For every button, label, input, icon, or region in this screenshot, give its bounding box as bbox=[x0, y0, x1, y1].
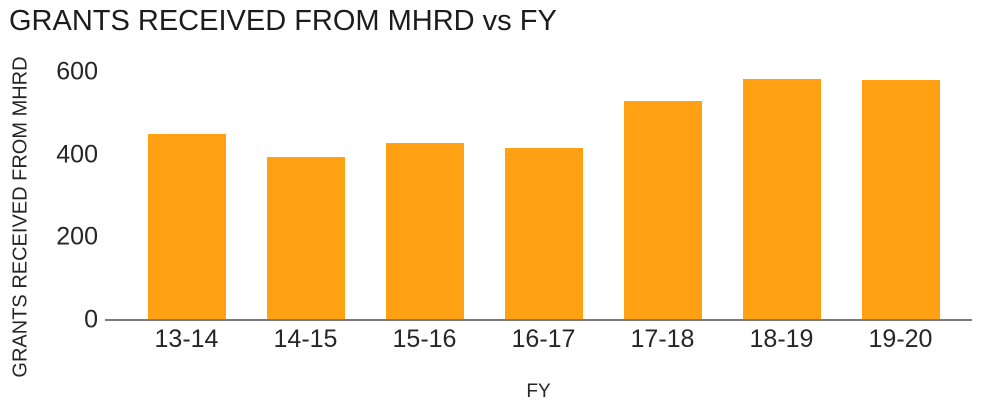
x-tick-label: 19-20 bbox=[868, 325, 933, 353]
bar-19-20 bbox=[861, 80, 940, 320]
bar-14-15 bbox=[266, 157, 345, 320]
chart-title: GRANTS RECEIVED FROM MHRD vs FY bbox=[9, 5, 557, 37]
y-axis-ticks: 0 200 400 600 bbox=[0, 59, 98, 332]
bar-15-16 bbox=[385, 142, 464, 320]
x-axis-ticks: 13-14 14-15 15-16 16-17 17-18 18-19 19-20 bbox=[127, 327, 960, 352]
y-tick-label: 400 bbox=[56, 140, 98, 169]
x-tick-label: 15-16 bbox=[392, 325, 457, 353]
plot-area bbox=[105, 72, 972, 320]
y-tick-label: 600 bbox=[56, 57, 98, 86]
bar-17-18 bbox=[623, 101, 702, 320]
x-tick-label: 16-17 bbox=[511, 325, 576, 353]
y-tick-label: 200 bbox=[56, 222, 98, 251]
bar-16-17 bbox=[504, 148, 583, 320]
x-tick-label: 14-15 bbox=[273, 325, 338, 353]
x-tick-label: 13-14 bbox=[154, 325, 219, 353]
x-axis-line bbox=[105, 319, 972, 321]
bars-container bbox=[127, 72, 960, 320]
bar-18-19 bbox=[742, 78, 821, 320]
bar-slot bbox=[484, 72, 603, 320]
bar-slot bbox=[127, 72, 246, 320]
x-tick-label: 18-19 bbox=[749, 325, 814, 353]
bar-13-14 bbox=[147, 134, 226, 320]
y-tick-label: 0 bbox=[84, 305, 98, 334]
bar-slot bbox=[246, 72, 365, 320]
x-tick-label: 17-18 bbox=[630, 325, 695, 353]
bar-slot bbox=[841, 72, 960, 320]
bar-slot bbox=[603, 72, 722, 320]
bar-slot bbox=[365, 72, 484, 320]
x-axis-title: FY bbox=[526, 381, 551, 402]
bar-slot bbox=[722, 72, 841, 320]
